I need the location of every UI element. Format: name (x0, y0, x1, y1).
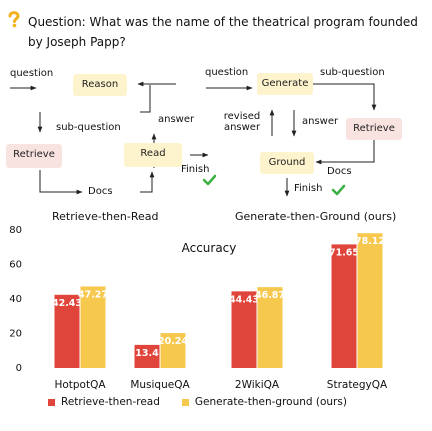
right-question-label: question (205, 67, 249, 78)
left-check-icon (202, 174, 217, 186)
left-answer-label: answer (158, 114, 195, 125)
question-mark-icon (8, 11, 20, 28)
bar-retrieve-read (54, 294, 80, 368)
left-retrieve-box: Retrieve (6, 144, 62, 168)
bar-value-label: 47.27 (78, 289, 108, 300)
bar-generate-ground (257, 287, 283, 368)
y-tick-label: 0 (16, 363, 22, 374)
legend-label-retrieve-read: Retrieve-then-read (61, 396, 160, 408)
chart-legend: Retrieve-then-read Generate-then-ground … (48, 396, 347, 408)
y-tick-label: 80 (9, 225, 22, 236)
legend-swatch-retrieve-read (48, 398, 55, 406)
bar-value-label: 46.87 (255, 290, 285, 301)
right-answer-label: answer (302, 116, 339, 127)
x-tick-label: MusiqueQA (130, 379, 190, 391)
right-retrieve-box: Retrieve (346, 118, 402, 140)
bar-generate-ground (160, 333, 186, 368)
bar-value-label: 20.24 (158, 336, 188, 347)
bar-generate-ground (80, 286, 106, 368)
y-tick-label: 40 (9, 294, 22, 305)
right-subquestion-arrow (313, 83, 377, 111)
right-revised-answer-label: revised answer (223, 111, 261, 133)
question-text: Question: What was the name of the theat… (28, 15, 418, 49)
y-tick-label: 20 (9, 329, 22, 340)
bar-value-label: 42.43 (52, 298, 82, 309)
bar-value-label: 78.12 (355, 236, 385, 247)
bar-generate-ground (357, 233, 383, 368)
chart-title: Accuracy (182, 241, 237, 255)
bar-value-label: 44.43 (229, 294, 259, 305)
right-finish-label: Finish (294, 183, 323, 194)
x-tick-label: StrategyQA (327, 379, 388, 391)
y-tick-label: 60 (9, 260, 22, 271)
right-subquestion-label: sub-question (320, 67, 385, 78)
left-finish-label: Finish (181, 164, 210, 175)
left-read-box: Read (124, 143, 182, 167)
right-check-icon (331, 184, 346, 196)
left-docs-to-read-arrow (140, 171, 155, 193)
right-docs-label: Docs (327, 166, 352, 177)
left-docs-label: Docs (88, 186, 113, 197)
left-subquestion-label: sub-question (56, 122, 121, 133)
bar-value-label: 71.65 (329, 247, 359, 258)
bar-retrieve-read (231, 291, 257, 368)
right-ground-box: Ground (260, 152, 314, 174)
x-tick-label: 2WikiQA (235, 379, 280, 391)
x-tick-label: HotpotQA (54, 379, 106, 391)
left-question-label: question (10, 68, 54, 79)
left-docs-arrow (39, 170, 83, 195)
right-generate-box: Generate (257, 73, 313, 95)
right-docs-arrow (315, 140, 375, 165)
left-reason-box: Reason (73, 74, 127, 96)
right-caption: Generate-then-Ground (ours) (235, 210, 397, 223)
bar-retrieve-read (331, 244, 357, 368)
legend-label-generate-ground: Generate-then-ground (ours) (194, 396, 347, 408)
bar-retrieve-read (134, 344, 160, 368)
left-caption: Retrieve-then-Read (52, 210, 159, 223)
legend-swatch-generate-ground (181, 398, 189, 406)
left-reason-read-link (140, 85, 151, 113)
diagram-arrows (10, 81, 377, 197)
bar-value-label: 13.4 (135, 348, 159, 359)
